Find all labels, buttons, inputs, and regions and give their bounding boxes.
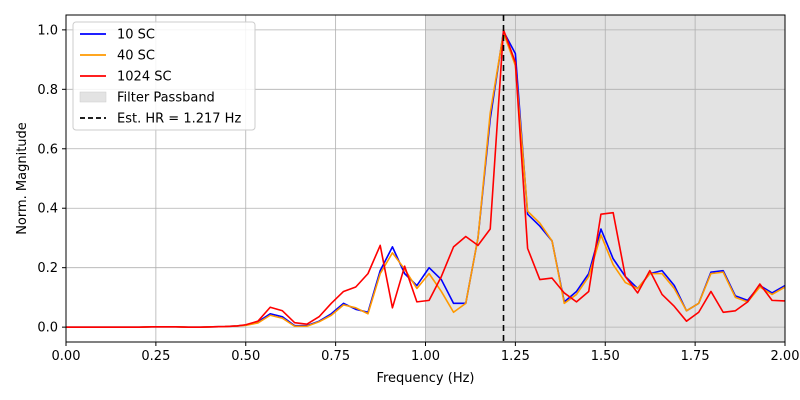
- x-tick-label: 2.00: [771, 349, 800, 364]
- x-tick-label: 1.50: [591, 349, 620, 364]
- y-tick-label: 0.2: [37, 261, 58, 276]
- series-line-1024-sc: [66, 29, 786, 328]
- legend-box: [72, 21, 256, 131]
- x-tick-label: 0.50: [231, 349, 260, 364]
- legend-label: 1024 SC: [117, 70, 172, 85]
- x-tick-label: 0.25: [141, 349, 170, 364]
- legend: 10 SC 40 SC 1024 SC Filter Passband Est. HR …: [72, 21, 256, 131]
- series-layer: [66, 29, 786, 328]
- y-axis-label: Norm. Magnitude: [15, 122, 30, 235]
- y-tick-label: 0.6: [37, 142, 58, 157]
- legend-label: 40 SC: [117, 49, 155, 64]
- y-tick-label: 1.0: [37, 23, 58, 38]
- legend-label: Filter Passband: [117, 91, 215, 106]
- legend-label: 10 SC: [117, 28, 155, 43]
- y-tick-label: 0.0: [37, 321, 58, 336]
- tick-layer: 0.00 0.25 0.50 0.75 1.00 1.25 1.50 1.75 2.00 0.0 0…: [37, 23, 799, 364]
- x-tick-label: 1.25: [501, 349, 530, 364]
- legend-swatch: [79, 91, 107, 103]
- x-axis-label: Frequency (Hz): [376, 371, 474, 386]
- x-tick-label: 1.75: [681, 349, 710, 364]
- x-tick-label: 1.00: [411, 349, 440, 364]
- y-tick-label: 0.4: [37, 202, 58, 217]
- x-tick-label: 0.75: [321, 349, 350, 364]
- legend-label: Est. HR = 1.217 Hz: [117, 112, 241, 127]
- x-tick-label: 0.00: [52, 349, 81, 364]
- y-tick-label: 0.8: [37, 83, 58, 98]
